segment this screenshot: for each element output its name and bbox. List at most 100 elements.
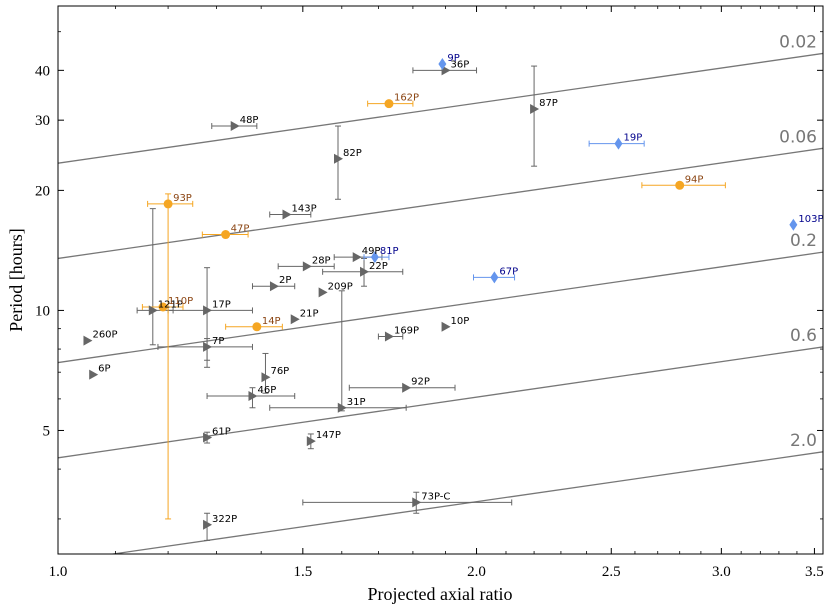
data-point-48p (230, 121, 240, 132)
data-point-76p (261, 372, 271, 383)
point-label-17p: 17P (212, 299, 231, 310)
point-label-81p: 81P (380, 246, 399, 257)
data-point-36p (441, 65, 451, 76)
point-label-76p: 76P (270, 366, 289, 377)
point-label-103p: 103P (798, 214, 823, 225)
x-tick-label: 1.0 (49, 564, 68, 580)
point-label-36p: 36P (451, 59, 470, 70)
x-tick-label: 3.5 (805, 564, 824, 580)
point-label-92p: 92P (411, 377, 430, 388)
point-label-22p: 22P (369, 261, 388, 272)
point-label-19p: 19P (623, 133, 642, 144)
data-point-169p (384, 331, 394, 342)
point-label-260p: 260P (92, 330, 117, 341)
point-label-49p: 49P (362, 246, 381, 257)
point-label-48p: 48P (240, 115, 259, 126)
data-point-28p (302, 261, 312, 272)
data-point-14p (252, 322, 262, 332)
point-label-21p: 21P (300, 308, 319, 319)
point-label-147p: 147P (316, 430, 341, 441)
y-tick-label: 10 (35, 303, 50, 319)
reference-line (58, 251, 823, 364)
data-point-121p (148, 305, 158, 316)
data-markers (83, 57, 798, 530)
y-tick-label: 30 (35, 113, 50, 129)
reference-line-label: 0.2 (790, 231, 817, 251)
point-label-2p: 2P (279, 275, 291, 286)
data-point-143p (282, 209, 292, 220)
data-point-9p (438, 57, 447, 70)
data-point-7p (203, 341, 213, 352)
point-label-31p: 31P (347, 397, 366, 408)
point-label-82p: 82P (343, 148, 362, 159)
y-tick-label: 40 (35, 63, 50, 79)
x-tick-label: 3.0 (712, 564, 731, 580)
point-label-110p: 110P (168, 296, 193, 307)
data-point-47p (221, 230, 231, 240)
data-point-162p (384, 99, 394, 109)
data-point-67p (490, 271, 499, 284)
data-point-92p (402, 382, 412, 393)
plot-frame (57, 5, 824, 555)
point-label-28p: 28P (312, 255, 331, 266)
axes: 1.0 1.5 2.0 2.5 3.0 3.5 5 10 20 30 40 (35, 6, 824, 580)
data-point-147p (306, 436, 316, 447)
reference-line (58, 346, 823, 459)
data-point-46p (248, 391, 258, 402)
data-point-103p (789, 218, 798, 231)
data-point-82p (334, 153, 344, 164)
reference-line-labels: 0.02 0.06 0.2 0.6 2.0 (779, 32, 817, 450)
point-label-121p: 121P (158, 299, 183, 310)
data-point-209p (318, 287, 328, 298)
reference-line-label: 0.02 (779, 32, 817, 52)
data-point-22p (360, 266, 370, 277)
data-point-6p (89, 369, 99, 380)
point-label-93p: 93P (173, 193, 192, 204)
data-point-10p (441, 321, 451, 332)
point-label-209p: 209P (328, 281, 353, 292)
point-label-10p: 10P (451, 316, 470, 327)
x-tick-label: 2.5 (602, 564, 621, 580)
data-point-17p (203, 305, 213, 316)
x-tick-label: 2.0 (467, 564, 486, 580)
data-point-73p-c (412, 497, 422, 508)
data-point-110p (158, 302, 168, 312)
point-label-46p: 46P (257, 385, 276, 396)
point-label-73p-c: 73P-C (421, 491, 450, 502)
point-label-87p: 87P (539, 98, 558, 109)
y-axis-title: Period [hours] (6, 228, 26, 331)
x-tick-label: 1.5 (293, 564, 312, 580)
reference-line-label: 2.0 (790, 431, 817, 451)
point-label-143p: 143P (292, 204, 317, 215)
point-label-14p: 14P (262, 316, 281, 327)
reference-lines (58, 52, 823, 554)
point-label-67p: 67P (499, 266, 518, 277)
data-point-2p (269, 281, 279, 292)
y-tick-label: 20 (35, 183, 50, 199)
point-label-61p: 61P (212, 427, 231, 438)
reference-line (58, 147, 823, 260)
data-point-260p (83, 335, 93, 346)
data-point-322p (203, 519, 213, 530)
point-label-7p: 7P (212, 336, 224, 347)
y-tick-label: 5 (43, 423, 51, 439)
point-label-162p: 162P (394, 93, 419, 104)
data-point-87p (530, 103, 540, 114)
data-point-61p (203, 432, 213, 443)
data-point-81p (370, 251, 379, 264)
data-point-93p (163, 199, 173, 209)
point-label-322p: 322P (212, 514, 237, 525)
data-point-19p (614, 137, 623, 150)
point-labels: 36P 48P 87P 82P 143P 28P 49P 22P 2P 209P 121P 17P 21… (92, 53, 823, 525)
reference-line-label: 0.6 (790, 326, 817, 346)
data-point-94p (675, 180, 685, 190)
point-label-47p: 47P (231, 224, 250, 235)
data-point-21p (290, 314, 300, 325)
data-point-31p (337, 402, 347, 413)
reference-line-label: 0.06 (779, 127, 817, 147)
point-label-9p: 9P (447, 53, 459, 64)
point-label-94p: 94P (685, 174, 704, 185)
data-point-49p (352, 252, 362, 263)
